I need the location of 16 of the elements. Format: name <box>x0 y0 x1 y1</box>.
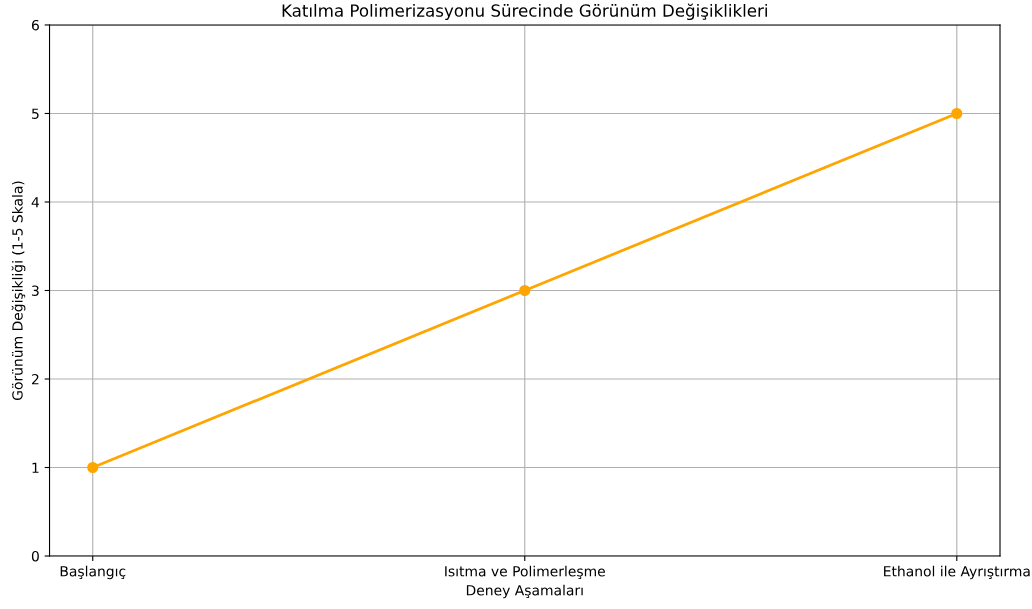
y-tick-label: 4 <box>31 197 40 208</box>
x-tick-label: Başlangıç <box>60 565 126 580</box>
y-tick-label: 6 <box>31 19 39 31</box>
y-axis-title: Görünüm Değişikliği (1-5 Skala) <box>11 181 26 401</box>
y-tick-label: 5 <box>32 108 39 119</box>
y-tick-label: 0 <box>31 550 39 562</box>
x-tick-label: Ethanol ile Ayrıştırma <box>884 565 1030 580</box>
y-tick-label: 2 <box>31 373 39 385</box>
x-axis-title: Deney Aşamaları <box>466 584 583 599</box>
y-tick-label: 3 <box>32 285 39 296</box>
point <box>87 461 99 474</box>
point <box>951 107 963 120</box>
chart-title: Katılma Polimerizasyonu Sürecinde Görünüm Değişiklikleri <box>282 3 767 21</box>
point <box>519 284 531 297</box>
y-tick-label: 1 <box>32 462 39 473</box>
x-tick-label: Isıtma ve Polimerleşme <box>445 565 605 579</box>
